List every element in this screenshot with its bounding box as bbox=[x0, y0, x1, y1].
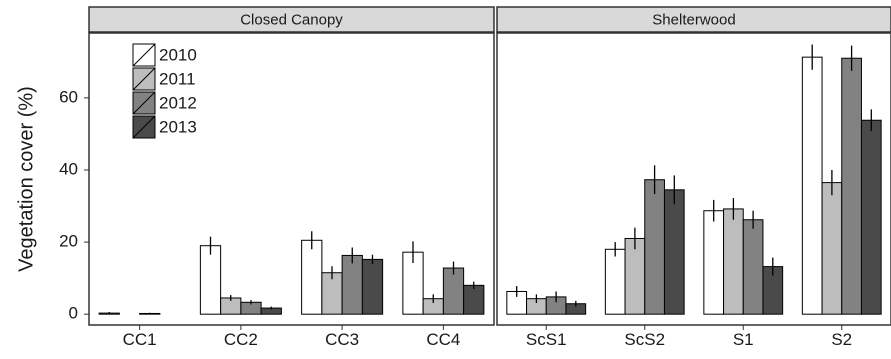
facet-title: Closed Canopy bbox=[240, 11, 343, 28]
bar-S1-2010 bbox=[703, 210, 725, 315]
legend-label-2010: 2010 bbox=[159, 45, 197, 64]
legend-swatch-slash bbox=[132, 67, 156, 91]
legend-label-2011: 2011 bbox=[159, 69, 196, 88]
facet-panel-border bbox=[496, 32, 891, 326]
legend-label-2012: 2012 bbox=[159, 93, 197, 112]
bar-CC4-2013 bbox=[463, 284, 485, 315]
y-axis: 0 20 40 60 bbox=[59, 87, 89, 323]
x-tick-label: CC2 bbox=[224, 330, 258, 349]
facet-panel: Closed Canopy CC1 CC2 CC3 CC4 bbox=[88, 6, 495, 349]
bar-S2-2010 bbox=[801, 56, 823, 315]
bar-CC3-2010 bbox=[301, 239, 323, 315]
facet-panel: Shelterwood ScS1 ScS2 S1 S2 bbox=[496, 6, 891, 349]
legend-label-2013: 2013 bbox=[159, 117, 197, 136]
bar-ScS2-2010 bbox=[604, 248, 626, 315]
bar-CC3-2012 bbox=[341, 254, 363, 315]
bar-CC2-2010 bbox=[199, 245, 222, 315]
y-tick-label: 0 bbox=[69, 304, 78, 323]
x-tick-label: ScS2 bbox=[624, 330, 665, 349]
x-tick-label: CC1 bbox=[123, 330, 157, 349]
bar-S2-2012 bbox=[841, 57, 862, 315]
bar-S2-2011 bbox=[821, 182, 843, 315]
x-tick-label: CC3 bbox=[325, 330, 359, 349]
y-tick-label: 60 bbox=[59, 87, 78, 106]
facet-panel-border bbox=[88, 32, 495, 326]
legend: 2010 2011 2012 2013 bbox=[132, 43, 197, 139]
facet-strip bbox=[496, 6, 891, 33]
bar-ScS2-2013 bbox=[663, 189, 685, 315]
legend-swatch-slash bbox=[132, 115, 156, 139]
facet-title: Shelterwood bbox=[652, 11, 735, 28]
y-tick-label: 20 bbox=[59, 232, 78, 251]
bar-ScS2-2011 bbox=[624, 237, 646, 315]
facet-panels: Closed Canopy CC1 CC2 CC3 CC4 Shelterwood ScS1… bbox=[88, 6, 891, 349]
x-tick-label: CC4 bbox=[426, 330, 460, 349]
y-tick-label: 40 bbox=[59, 159, 78, 178]
x-tick-label: ScS1 bbox=[526, 330, 567, 349]
legend-swatch-slash bbox=[132, 43, 156, 67]
bar-S1-2011 bbox=[723, 208, 744, 315]
facet-strip bbox=[88, 6, 495, 33]
bar-CC4-2012 bbox=[442, 267, 465, 315]
bar-CC3-2013 bbox=[361, 258, 384, 315]
bar-S2-2013 bbox=[860, 119, 882, 315]
x-tick-label: S2 bbox=[831, 330, 852, 349]
bar-S1-2012 bbox=[742, 219, 764, 315]
legend-swatch-slash bbox=[132, 91, 156, 115]
y-axis-title: Vegetation cover (%) bbox=[15, 86, 37, 272]
x-tick-label: S1 bbox=[733, 330, 754, 349]
bar-ScS2-2012 bbox=[644, 179, 665, 315]
